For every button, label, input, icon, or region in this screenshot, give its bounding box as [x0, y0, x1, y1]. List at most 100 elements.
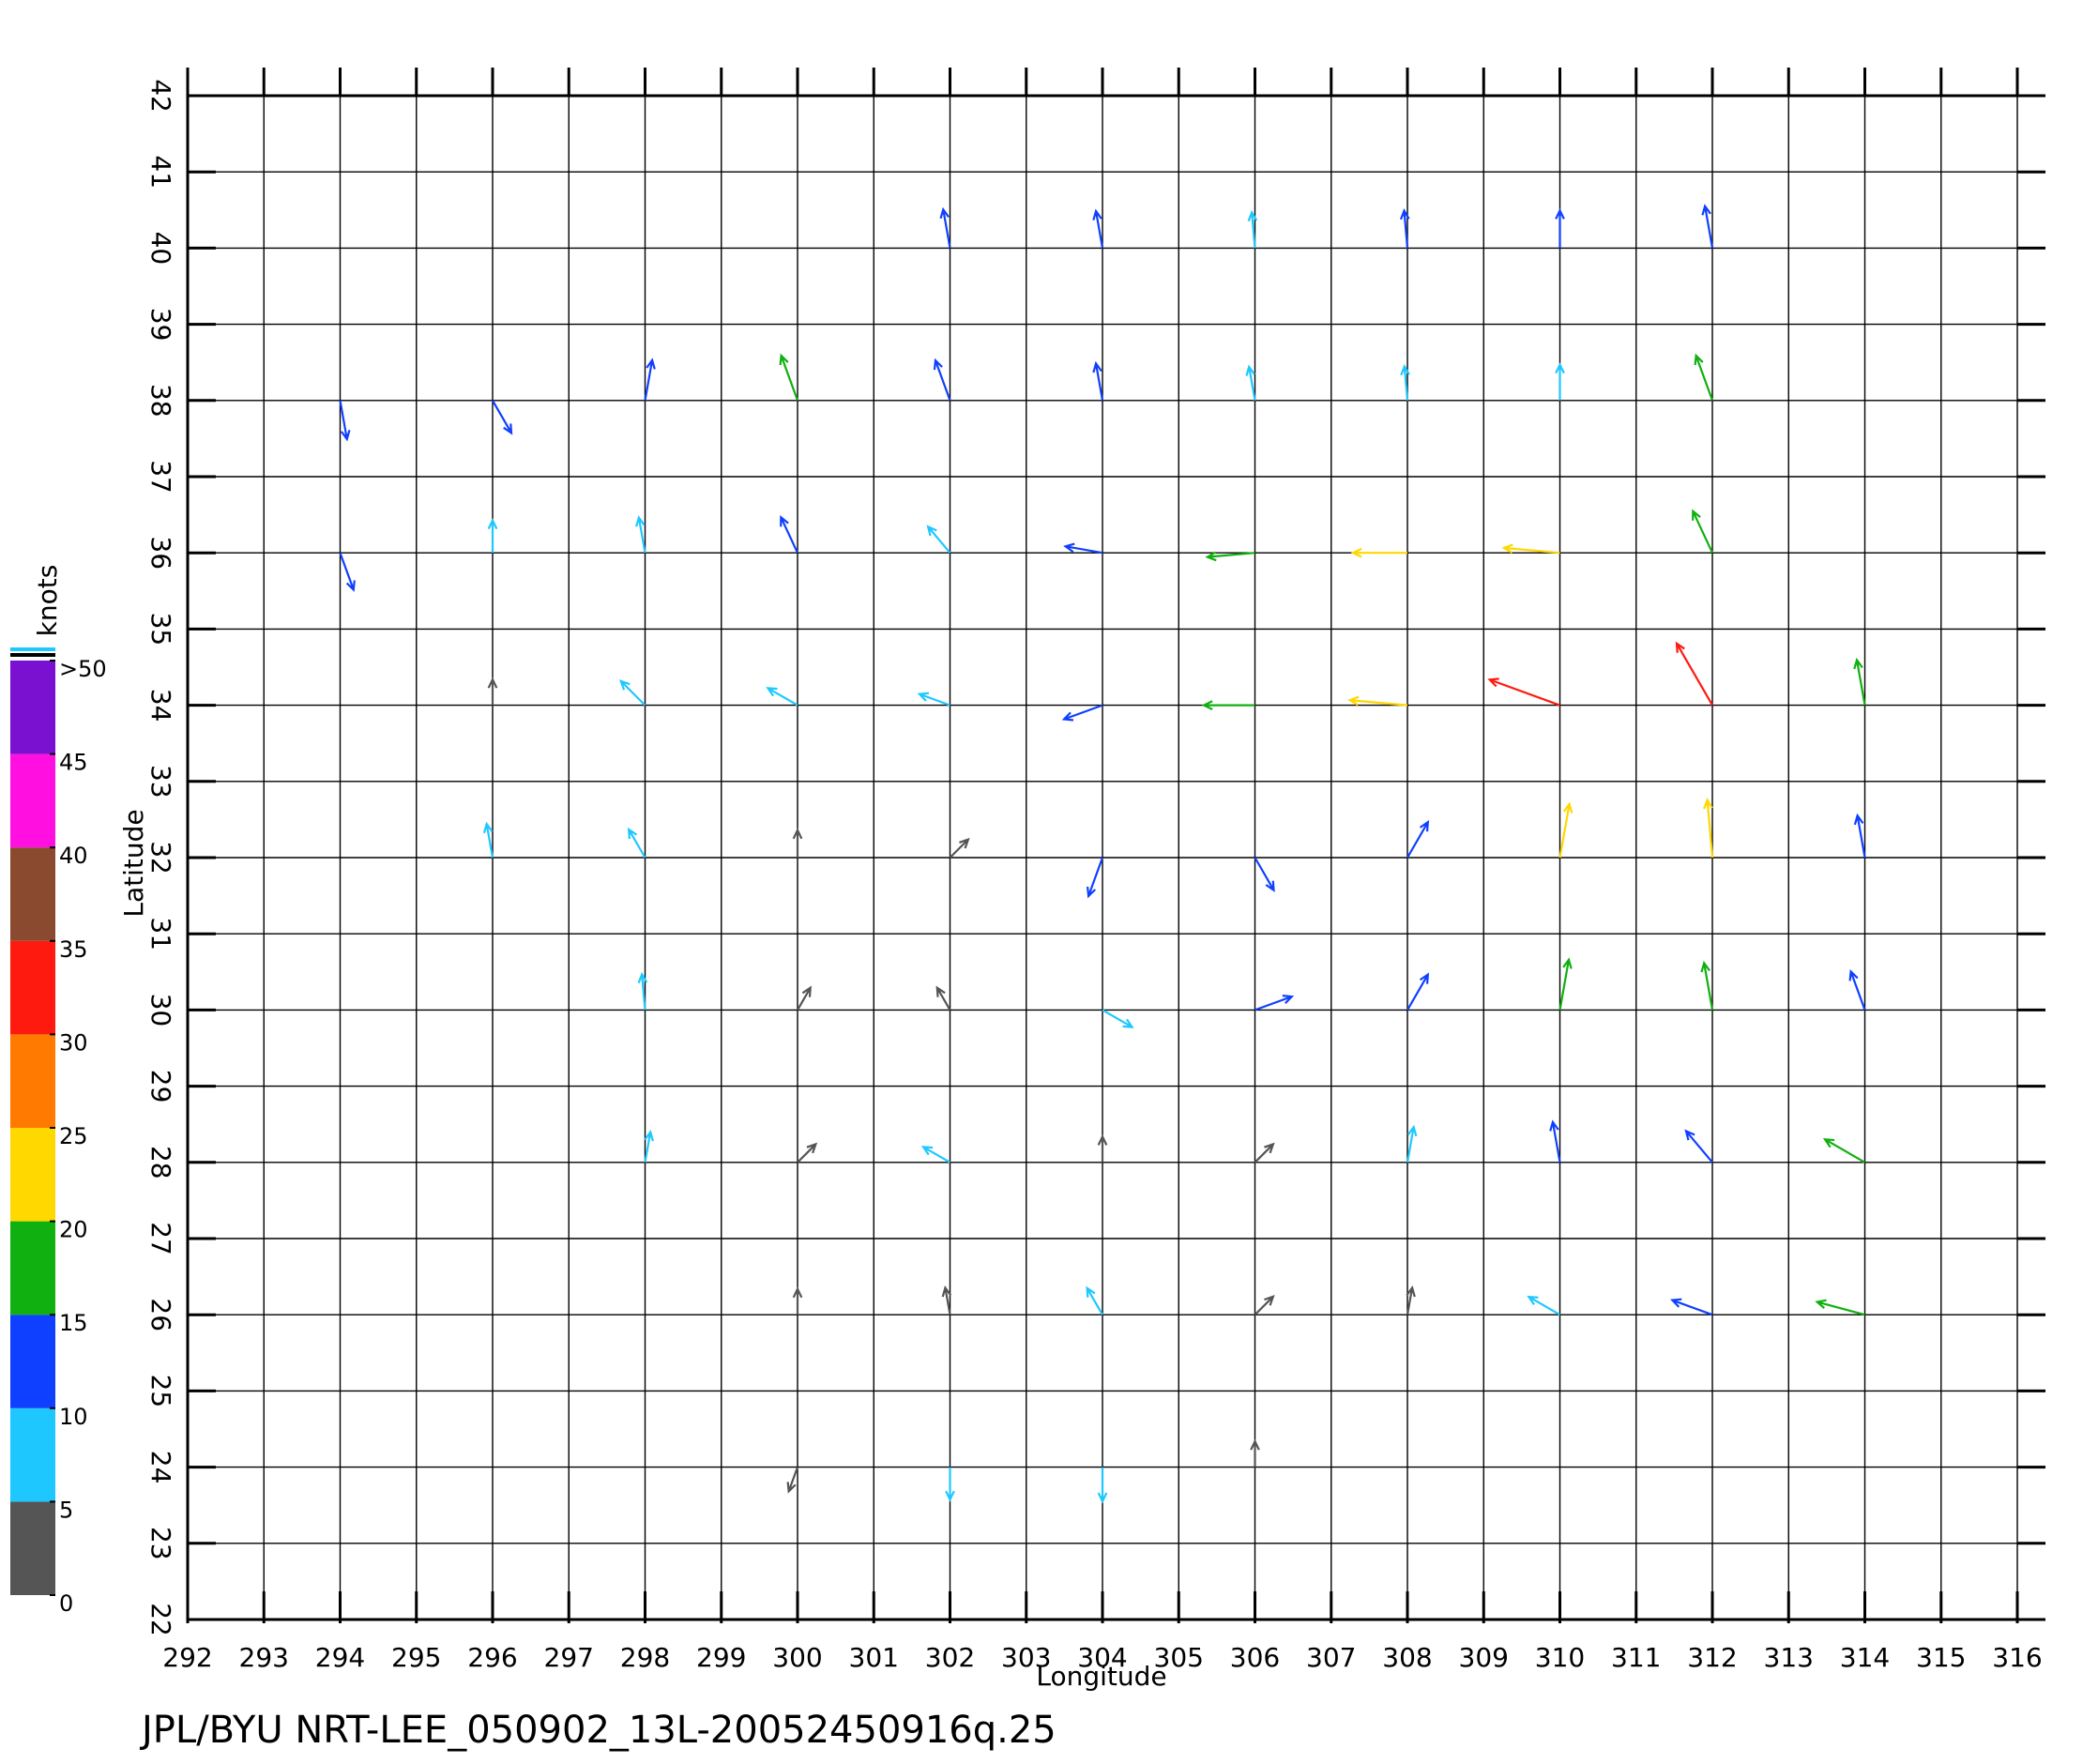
wind-vector — [1254, 1142, 1275, 1163]
wind-vector — [644, 1130, 654, 1163]
wind-vector — [627, 827, 646, 859]
x-tick-label: 307 — [1306, 1642, 1356, 1673]
wind-vector — [1692, 509, 1713, 554]
y-tick-label: 29 — [145, 1070, 176, 1103]
wind-vector — [1700, 960, 1714, 1011]
colorbar-tick-label: 20 — [59, 1217, 88, 1243]
wind-vector — [1247, 209, 1258, 249]
y-tick-label: 42 — [145, 79, 176, 113]
wind-vector — [1347, 695, 1408, 707]
wind-vector — [786, 1467, 799, 1494]
y-tick-label: 27 — [145, 1222, 176, 1255]
wind-vector — [1853, 657, 1866, 706]
colorbar-segment — [10, 753, 55, 848]
wind-vector — [939, 206, 951, 249]
wind-vector — [1086, 857, 1104, 899]
wind-vector — [1555, 207, 1565, 249]
y-tick-label: 39 — [145, 308, 176, 342]
y-tick-label: 31 — [145, 917, 176, 950]
wind-vector — [797, 985, 812, 1011]
wind-vector — [487, 677, 498, 706]
colorbar-segment — [10, 1315, 55, 1408]
wind-vector — [1201, 700, 1255, 710]
wind-vector — [779, 353, 799, 402]
wind-vector — [945, 1467, 955, 1502]
y-tick-label: 38 — [145, 384, 176, 418]
wind-vector — [1558, 801, 1574, 859]
wind-vector — [792, 1286, 803, 1315]
colorbar-tick-label: 45 — [59, 750, 88, 776]
y-tick-label: 37 — [145, 460, 176, 494]
x-tick-label: 303 — [1001, 1642, 1051, 1673]
wind-vector — [618, 679, 646, 707]
x-tick-label: 297 — [544, 1642, 594, 1673]
x-tick-label: 312 — [1687, 1642, 1737, 1673]
y-tick-label: 41 — [145, 155, 176, 189]
x-tick-label: 298 — [620, 1642, 670, 1673]
wind-vector — [1406, 1124, 1418, 1163]
wind-vector — [1558, 957, 1573, 1011]
colorbar-tick-label: 25 — [59, 1123, 88, 1149]
wind-vector — [637, 971, 648, 1011]
wind-vector — [797, 1142, 818, 1163]
colorbar-segment — [10, 1034, 55, 1128]
x-tick-label: 300 — [772, 1642, 822, 1673]
colorbar-label: knots — [32, 565, 63, 637]
y-tick-label: 30 — [145, 994, 176, 1027]
wind-vector — [917, 692, 950, 707]
wind-vector — [1549, 1119, 1561, 1163]
wind-vector — [1250, 1438, 1260, 1467]
x-tick-label: 310 — [1535, 1642, 1585, 1673]
y-tick-label: 25 — [145, 1375, 176, 1408]
wind-vector — [1406, 972, 1430, 1011]
x-tick-label: 294 — [315, 1642, 365, 1673]
colorbar-tick-label: 15 — [59, 1310, 88, 1336]
wind-vector — [1853, 813, 1866, 859]
wind-vector — [1675, 641, 1713, 707]
x-tick-label: 301 — [849, 1642, 899, 1673]
wind-vector — [339, 552, 356, 592]
y-tick-label: 24 — [145, 1451, 176, 1484]
x-tick-label: 309 — [1459, 1642, 1509, 1673]
wind-vector — [1350, 547, 1407, 558]
x-tick-label: 315 — [1916, 1642, 1966, 1673]
wind-vector — [1399, 208, 1410, 249]
y-tick-label: 36 — [145, 536, 176, 570]
wind-vector — [1254, 995, 1295, 1011]
wind-vector — [1097, 1467, 1108, 1504]
x-tick-label: 313 — [1764, 1642, 1814, 1673]
x-tick-label: 304 — [1077, 1642, 1127, 1673]
y-tick-label: 32 — [145, 841, 176, 874]
wind-vector — [1822, 1138, 1866, 1163]
x-tick-label: 293 — [239, 1642, 289, 1673]
y-tick-label: 33 — [145, 765, 176, 798]
x-tick-label: 292 — [162, 1642, 212, 1673]
x-tick-label: 302 — [925, 1642, 975, 1673]
y-tick-label: 35 — [145, 613, 176, 646]
colorbar-segment — [10, 847, 55, 941]
wind-vector — [1245, 364, 1256, 401]
wind-vector — [1400, 364, 1410, 401]
colorbar-tick-label: 40 — [59, 843, 88, 869]
colorbar-cap — [10, 653, 55, 657]
x-tick-label: 296 — [467, 1642, 517, 1673]
x-tick-label: 295 — [391, 1642, 441, 1673]
wind-vector — [1205, 551, 1255, 562]
wind-vector — [780, 515, 798, 554]
wind-vector — [792, 828, 803, 858]
wind-vector — [1848, 969, 1866, 1011]
x-tick-label: 306 — [1230, 1642, 1280, 1673]
x-tick-label: 314 — [1840, 1642, 1890, 1673]
wind-vector — [949, 837, 970, 859]
wind-vector — [766, 687, 798, 707]
wind-vector — [1527, 1295, 1561, 1316]
wind-vector — [941, 1285, 952, 1315]
wind-vector — [1092, 360, 1104, 401]
wind-vector — [1061, 704, 1103, 722]
y-tick-label: 34 — [145, 689, 176, 722]
y-tick-label: 23 — [145, 1527, 176, 1560]
wind-vector — [1086, 1285, 1103, 1315]
wind-vector — [1102, 1009, 1134, 1028]
wind-vector — [926, 525, 951, 554]
